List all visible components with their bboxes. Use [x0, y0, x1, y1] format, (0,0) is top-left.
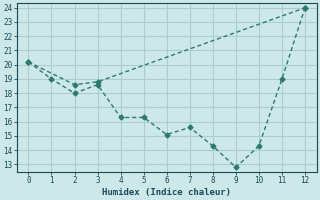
X-axis label: Humidex (Indice chaleur): Humidex (Indice chaleur)	[102, 188, 231, 197]
